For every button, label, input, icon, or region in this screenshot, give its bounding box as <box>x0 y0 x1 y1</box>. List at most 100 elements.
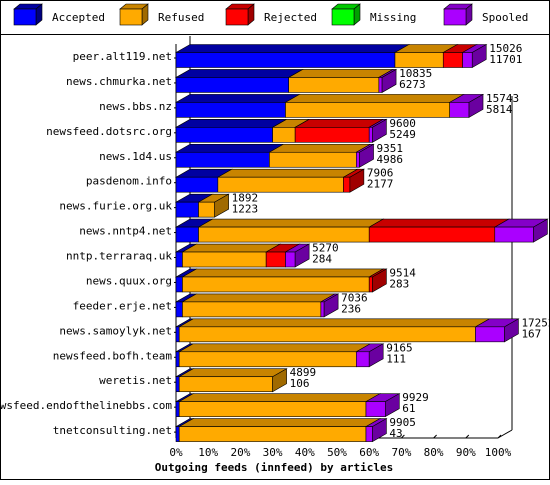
bar-segment-accepted-top <box>174 44 411 53</box>
legend: Accepted Refused Rejected Missing Spooled <box>13 3 528 26</box>
bar-segment-accepted <box>175 251 183 268</box>
bar-segment-accepted <box>175 301 183 318</box>
bar-segment-refused <box>182 251 267 268</box>
value-label-second: 4986 <box>377 153 404 166</box>
legend-item-spooled: Spooled <box>443 3 528 26</box>
value-label-second: 167 <box>521 327 541 340</box>
row-label: news.chmurka.net <box>66 75 172 88</box>
bar-segment-refused <box>288 77 380 93</box>
bar-segment-refused-top <box>284 94 465 103</box>
bar-segment-refused-top <box>197 218 385 228</box>
legend-label-spooled: Spooled <box>482 11 528 24</box>
legend-item-missing: Missing <box>331 3 416 26</box>
row-label: news.nntp4.net <box>79 225 172 238</box>
bar-segment-spooled <box>378 77 383 93</box>
legend-item-accepted: Accepted <box>13 3 105 26</box>
bar-segment-refused <box>198 201 215 218</box>
bar-segment-refused-top <box>178 418 382 427</box>
bar-segment-spooled <box>475 326 505 343</box>
bar-segment-refused <box>182 276 370 293</box>
bar-segment-spooled-side <box>323 293 339 318</box>
value-label-second: 1223 <box>232 203 259 216</box>
value-label-second: 2177 <box>367 178 394 191</box>
bar-segment-refused-top <box>178 393 382 402</box>
value-label-total: 9929 <box>402 391 429 404</box>
value-label-total: 17252 <box>521 316 550 329</box>
bar-segment-refused-top <box>181 243 282 253</box>
row-label: newsfeed.bofh.team <box>53 349 173 362</box>
value-label-second: 236 <box>341 302 361 315</box>
plot-area: 0% 10% 20% 30% 40% 50% 60% 70% 80% 90% 100% peer.al… <box>0 36 550 459</box>
value-label-second: 11701 <box>489 53 522 66</box>
row-label: news.samoylyk.net <box>59 324 172 337</box>
bar-segment-refused <box>182 301 322 318</box>
bar-segment-accepted <box>175 176 219 193</box>
bar-segment-accepted <box>175 276 183 293</box>
x-tick-label: 30% <box>263 446 283 459</box>
value-label-second: 61 <box>402 402 415 415</box>
bar-segment-rejected <box>343 176 351 193</box>
x-tick-label: 10% <box>198 446 218 459</box>
bar-segment-spooled-side <box>372 118 387 143</box>
bar-segment-refused <box>198 226 370 243</box>
bar-segment-accepted <box>175 351 180 368</box>
bar-segment-spooled <box>285 251 296 268</box>
value-label-total: 15026 <box>489 42 522 55</box>
bar-segment-refused <box>178 351 357 368</box>
bar-row: news.nntp4.net161951050 <box>79 218 549 243</box>
x-tick-label: 50% <box>327 446 347 459</box>
x-tick-mark <box>465 434 470 439</box>
bar-segment-refused <box>269 151 357 168</box>
row-label: peer.alt119.net <box>73 50 172 63</box>
legend-label-refused: Refused <box>158 11 204 24</box>
row-label: news.1d4.us <box>99 150 172 163</box>
bar-segment-rejected-side <box>372 268 387 293</box>
value-label-total: 10835 <box>399 67 432 80</box>
row-label: feeder.erje.net <box>73 299 172 312</box>
bar-segment-spooled-side <box>372 418 387 443</box>
x-tick-label: 100% <box>485 446 512 459</box>
bar-segment-accepted <box>175 426 180 442</box>
bar-segment-rejected-side <box>349 168 365 193</box>
value-label-second: 6273 <box>399 78 426 91</box>
bar-segment-spooled-side <box>504 318 519 343</box>
row-label: newsfeed.endofthelinebbs.com <box>0 399 172 412</box>
value-label-total: 9600 <box>389 117 416 130</box>
bar-segment-rejected-top <box>368 218 510 228</box>
bar-segment-rejected-top <box>294 119 385 128</box>
x-tick-label: 80% <box>424 446 444 459</box>
value-label-total: 9351 <box>377 142 404 155</box>
value-label-total: 4899 <box>290 366 317 379</box>
bar-segment-spooled <box>365 426 373 442</box>
bar-segment-spooled <box>365 401 386 417</box>
bar-segment-refused <box>178 326 476 343</box>
bar-segment-refused-side <box>214 193 229 218</box>
bar-segment-refused-top <box>181 268 385 278</box>
legend-swatch-accepted <box>13 8 37 26</box>
bar-segment-accepted-top <box>174 69 304 78</box>
legend-label-accepted: Accepted <box>52 11 105 24</box>
x-tick-label: 0% <box>169 446 183 459</box>
legend-swatch-spooled <box>443 8 467 26</box>
axis-depth-right <box>497 429 513 439</box>
x-tick-label: 60% <box>359 446 379 459</box>
row-label: weretis.net <box>99 374 172 387</box>
value-label-second: 43 <box>389 427 402 440</box>
bar-segment-spooled-side <box>468 93 484 118</box>
x-tick-label: 40% <box>295 446 315 459</box>
bar-row: news.samoylyk.net 17252167 <box>59 316 550 343</box>
bar-segment-refused-top <box>287 69 394 78</box>
bar-segment-refused <box>217 176 344 193</box>
row-label: news.furie.org.uk <box>59 200 172 213</box>
bar-segment-rejected <box>265 251 286 268</box>
